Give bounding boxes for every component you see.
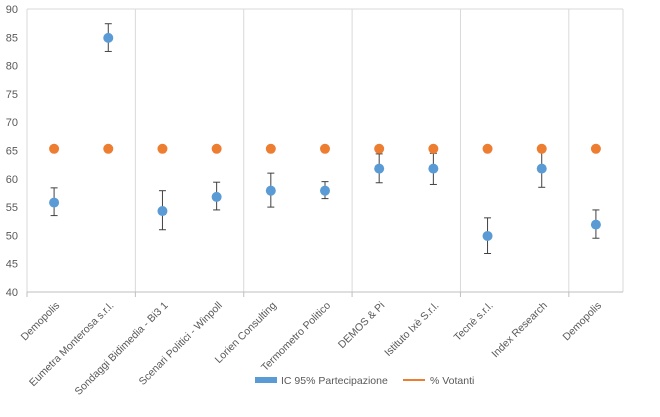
votanti-point xyxy=(103,143,114,154)
partecipazione-point xyxy=(211,191,222,202)
votanti-point xyxy=(374,143,385,154)
legend-swatch-partecipazione xyxy=(255,377,277,383)
x-category-label: Index Research xyxy=(489,300,550,361)
votanti-point xyxy=(265,143,276,154)
y-tick-label: 55 xyxy=(6,202,18,214)
y-tick-label: 90 xyxy=(6,4,18,16)
legend: IC 95% Partecipazione % Votanti xyxy=(255,375,474,387)
partecipazione-point xyxy=(265,185,276,196)
series-partecipazione xyxy=(49,32,601,241)
partecipazione-point xyxy=(374,163,385,174)
legend-label-votanti: % Votanti xyxy=(430,375,474,387)
y-axis-ticks: 40 45 50 55 60 65 70 75 80 85 90 xyxy=(6,4,18,299)
votanti-point xyxy=(428,143,439,154)
partecipazione-point xyxy=(536,163,547,174)
x-category-label: Sondaggi Bidimedia - Bi3 1 xyxy=(73,300,171,398)
partecipazione-point xyxy=(320,185,330,196)
y-tick-label: 85 xyxy=(6,32,18,44)
y-tick-label: 45 xyxy=(6,259,18,271)
votanti-point xyxy=(211,143,222,154)
votanti-point xyxy=(482,143,493,154)
error-bars xyxy=(50,23,600,255)
y-tick-label: 75 xyxy=(6,89,18,101)
y-tick-label: 50 xyxy=(6,230,18,242)
partecipazione-point xyxy=(428,163,439,174)
votanti-point xyxy=(536,143,547,154)
partecipazione-point xyxy=(482,230,493,241)
x-category-label: Tecnè s.r.l. xyxy=(452,300,496,344)
y-tick-label: 80 xyxy=(6,61,18,73)
series-votanti xyxy=(49,143,601,154)
votanti-point xyxy=(590,143,601,154)
partecipazione-point xyxy=(103,32,114,43)
y-tick-label: 40 xyxy=(6,287,18,299)
legend-label-partecipazione: IC 95% Partecipazione xyxy=(281,375,388,387)
x-category-label: DEMOS & Pi xyxy=(336,300,387,351)
x-category-label: Demopolis xyxy=(560,300,604,344)
grid-lines xyxy=(26,8,624,297)
x-category-label: Istituto Ixè S.r.l. xyxy=(382,300,441,359)
partecipazione-point xyxy=(590,219,601,230)
y-tick-label: 65 xyxy=(6,146,18,158)
y-tick-label: 70 xyxy=(6,117,18,129)
partecipazione-point xyxy=(49,197,60,208)
y-tick-label: 60 xyxy=(6,174,18,186)
votanti-point xyxy=(320,143,330,154)
partecipazione-point xyxy=(157,206,168,217)
votanti-point xyxy=(49,143,60,154)
votanti-point xyxy=(157,143,168,154)
x-category-label: Demopolis xyxy=(19,300,63,344)
